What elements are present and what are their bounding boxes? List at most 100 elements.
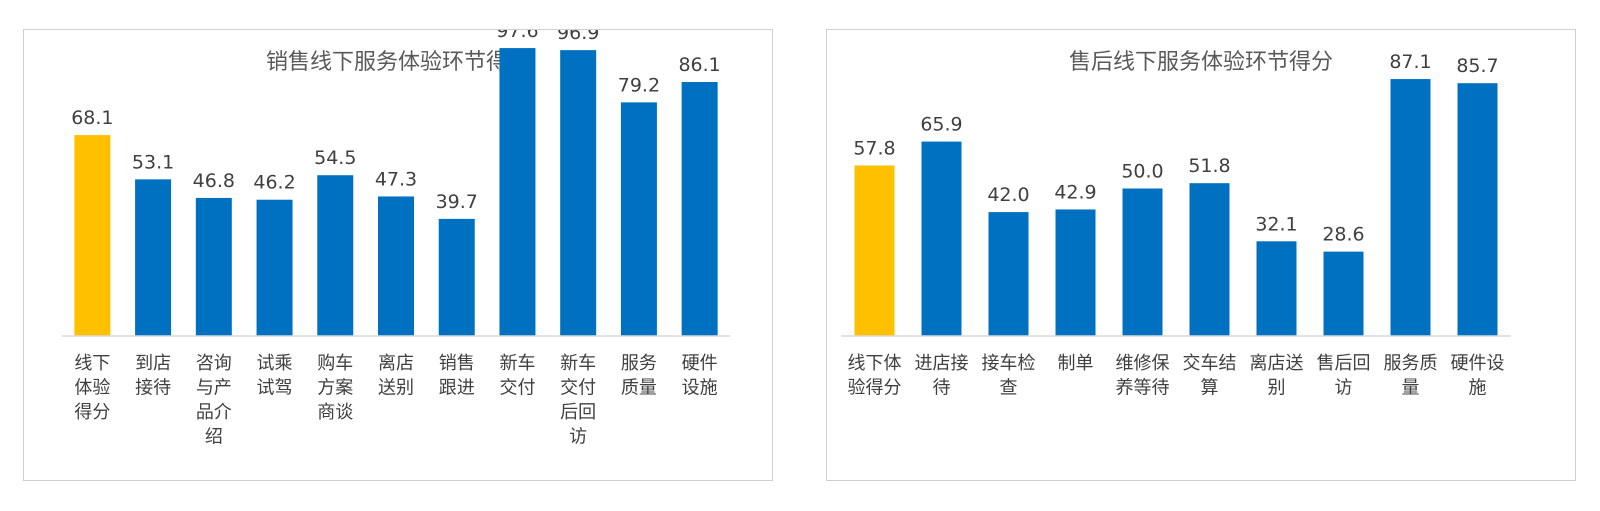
category-label-line: 查 — [1000, 378, 1018, 399]
data-label: 42.0 — [987, 184, 1029, 206]
data-label: 28.6 — [1322, 224, 1364, 246]
category-label-line: 接待 — [135, 378, 171, 399]
category-label-line: 访 — [1335, 378, 1353, 399]
category-label-line: 与产 — [196, 378, 232, 399]
bar — [560, 50, 597, 337]
data-label: 96.9 — [557, 30, 599, 44]
category-label-line: 验得分 — [848, 378, 902, 399]
category-label-line: 进店接 — [915, 353, 969, 374]
data-label: 46.8 — [193, 170, 235, 192]
chart-title: 销售线下服务体验环节得分 — [265, 50, 530, 75]
category-label-line: 得分 — [74, 402, 110, 423]
category-label: 接车检查 — [982, 353, 1036, 399]
category-label: 交车结算 — [1183, 353, 1237, 399]
category-label-line: 维修保 — [1116, 353, 1170, 374]
category-label-line: 售后回 — [1317, 353, 1371, 374]
bar — [438, 218, 475, 336]
data-label: 46.2 — [253, 172, 295, 194]
bar — [854, 165, 895, 336]
category-label-line: 销售 — [439, 353, 475, 374]
data-label: 32.1 — [1255, 213, 1297, 235]
category-label-line: 访 — [569, 427, 587, 448]
bar — [135, 179, 172, 336]
category-label-line: 商谈 — [317, 402, 353, 423]
category-label: 新车交付后回访 — [560, 353, 596, 448]
category-label: 维修保养等待 — [1116, 353, 1170, 399]
category-label-line: 咨询 — [196, 353, 232, 374]
bar — [921, 141, 962, 336]
bar — [1122, 188, 1163, 336]
data-label: 54.5 — [314, 147, 356, 169]
category-label-line: 硬件设 — [1451, 353, 1505, 374]
category-label-line: 服务质 — [1384, 353, 1438, 374]
category-label: 到店接待 — [135, 353, 171, 399]
category-label-line: 线下体 — [848, 353, 902, 374]
category-label-line: 体验 — [74, 378, 110, 399]
category-label-line: 离店送 — [1250, 353, 1304, 374]
bar — [256, 199, 293, 336]
data-label: 86.1 — [678, 54, 720, 76]
category-label: 线下体验得分 — [74, 353, 110, 423]
category-label-line: 交付 — [499, 378, 535, 399]
category-label: 硬件设施 — [682, 353, 718, 399]
category-label-line: 新车 — [560, 353, 596, 374]
data-label: 97.6 — [496, 30, 538, 42]
category-label-line: 算 — [1201, 378, 1219, 399]
bar — [1390, 79, 1431, 337]
category-label-line: 交付 — [560, 378, 596, 399]
data-label: 68.1 — [71, 107, 113, 129]
data-label: 51.8 — [1188, 155, 1230, 177]
category-label: 购车方案商谈 — [317, 353, 353, 423]
category-label-line: 试驾 — [257, 378, 293, 399]
data-label: 42.9 — [1054, 181, 1096, 203]
category-label-line: 新车 — [499, 353, 535, 374]
category-label-line: 别 — [1268, 378, 1286, 399]
category-label-line: 接车检 — [982, 353, 1036, 374]
bar — [317, 175, 354, 336]
category-label-line: 后回 — [560, 402, 596, 423]
bar — [74, 135, 111, 336]
category-label: 咨询与产品介绍 — [196, 353, 232, 448]
category-label-line: 质量 — [621, 378, 657, 399]
category-label: 进店接待 — [915, 353, 969, 399]
chart-panel-aftersales: 售后线下服务体验环节得分 57.8 线下体验得分 65.9 进店接待 42.0 接车检查 4… — [826, 29, 1576, 481]
category-label-line: 设施 — [682, 378, 718, 399]
bar — [1256, 241, 1297, 336]
bar — [681, 82, 718, 336]
category-label: 新车交付 — [499, 353, 535, 399]
category-label-line: 养等待 — [1116, 378, 1170, 399]
category-label-line: 试乘 — [257, 353, 293, 374]
category-label-line: 线下 — [74, 353, 110, 374]
data-label: 50.0 — [1121, 161, 1163, 183]
chart-panel-sales: 销售线下服务体验环节得分 68.1 线下体验得分 53.1 到店接待 46.8 咨询与产品… — [23, 29, 773, 481]
category-label-line: 硬件 — [682, 353, 718, 374]
category-label-line: 购车 — [317, 353, 353, 374]
category-label-line: 品介 — [196, 402, 232, 423]
chart-title: 售后线下服务体验环节得分 — [1068, 50, 1333, 75]
bar — [499, 48, 536, 336]
bar — [378, 196, 414, 336]
category-label: 服务质量 — [621, 353, 657, 399]
bar — [1323, 251, 1364, 336]
category-label: 离店送别 — [1250, 353, 1304, 399]
category-label-line: 方案 — [317, 378, 353, 399]
category-label-line: 待 — [933, 378, 951, 399]
category-label-line: 施 — [1469, 378, 1487, 399]
bar — [195, 197, 232, 336]
data-label: 87.1 — [1389, 51, 1431, 73]
category-label-line: 量 — [1402, 378, 1420, 399]
bar — [620, 102, 657, 336]
category-label-line: 服务 — [621, 353, 657, 374]
category-label: 线下体验得分 — [848, 353, 902, 399]
aftersales-bar-chart: 57.8 线下体验得分 65.9 进店接待 42.0 接车检查 42.9 制单 50.0 维修保养… — [841, 51, 1511, 399]
category-label: 售后回访 — [1317, 353, 1371, 399]
bar — [1457, 83, 1498, 336]
bar — [988, 212, 1029, 336]
category-label-line: 送别 — [378, 378, 414, 399]
category-label: 销售跟进 — [439, 353, 475, 399]
bar — [1189, 183, 1230, 336]
bar — [1055, 209, 1096, 336]
category-label: 试乘试驾 — [257, 353, 293, 399]
category-label-line: 制单 — [1058, 353, 1094, 374]
data-label: 53.1 — [132, 151, 174, 173]
